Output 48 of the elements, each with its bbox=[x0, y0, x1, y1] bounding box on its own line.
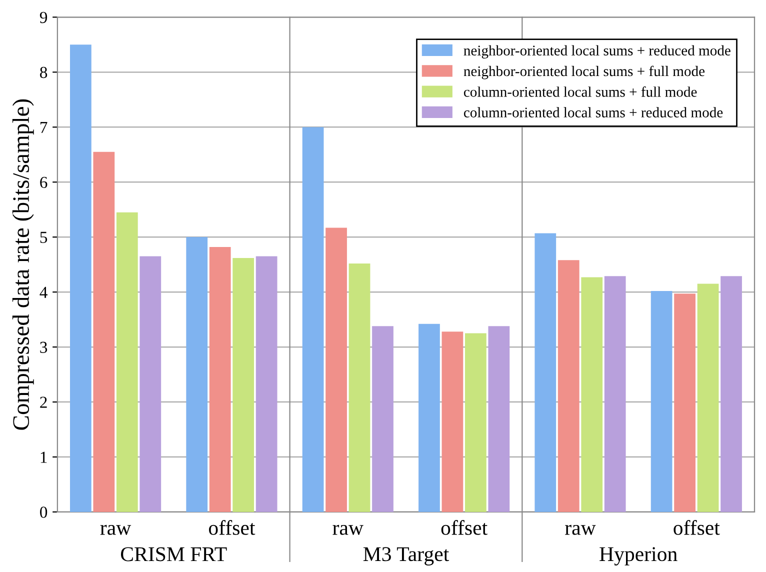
y-tick-label: 3 bbox=[40, 342, 48, 353]
y-tick-label: 7 bbox=[40, 122, 48, 133]
x-tick-label: raw bbox=[332, 524, 364, 535]
bar bbox=[418, 324, 440, 512]
x-tick-label: offset bbox=[441, 520, 488, 535]
bar bbox=[558, 260, 580, 512]
y-tick-label: 2 bbox=[40, 396, 47, 408]
x-tick-label: raw bbox=[100, 524, 132, 535]
bar bbox=[442, 332, 464, 512]
bar bbox=[650, 290, 672, 512]
y-tick-label: 0 bbox=[40, 506, 48, 518]
y-axis-title: Compressed data rate (bits/sample) bbox=[12, 99, 34, 430]
bar bbox=[326, 228, 347, 512]
bar bbox=[302, 127, 324, 512]
y-tick-label: 1 bbox=[40, 452, 47, 463]
bar bbox=[697, 284, 719, 512]
y-tick-label: 9 bbox=[40, 12, 48, 24]
x-tick-label: offset bbox=[674, 520, 720, 535]
x-tick-label: raw bbox=[565, 524, 596, 535]
bar bbox=[720, 276, 742, 512]
bar bbox=[581, 277, 603, 512]
bar bbox=[488, 326, 510, 512]
y-tick-label: 5 bbox=[40, 232, 48, 244]
bar bbox=[674, 294, 696, 512]
bar bbox=[93, 152, 115, 512]
legend-label: neighbor-oriented local sums + reduced mode bbox=[464, 45, 730, 58]
bar bbox=[465, 333, 486, 512]
bar bbox=[348, 263, 370, 512]
x-tick-label: offset bbox=[208, 520, 256, 535]
legend-label: column-oriented local sums + full mode bbox=[464, 86, 697, 97]
bar bbox=[604, 276, 626, 512]
bar bbox=[116, 212, 138, 512]
text: Hyperion bbox=[600, 547, 678, 566]
bar bbox=[534, 233, 556, 512]
bar bbox=[256, 256, 278, 512]
bar bbox=[186, 237, 208, 512]
y-tick-label: 8 bbox=[40, 66, 48, 78]
bar bbox=[70, 44, 92, 512]
y-tick-label: 6 bbox=[40, 176, 48, 188]
text: CRISM FRT bbox=[120, 547, 227, 562]
legend-label: neighbor-oriented local sums + full mode bbox=[464, 66, 705, 80]
bar bbox=[209, 246, 231, 512]
y-tick-label: 4 bbox=[40, 286, 48, 298]
bar bbox=[372, 326, 394, 512]
legend-label: column-oriented local sums + reduced mode bbox=[464, 107, 723, 118]
bar bbox=[232, 258, 254, 512]
bar bbox=[140, 256, 162, 512]
text: M3 Target bbox=[363, 547, 450, 566]
